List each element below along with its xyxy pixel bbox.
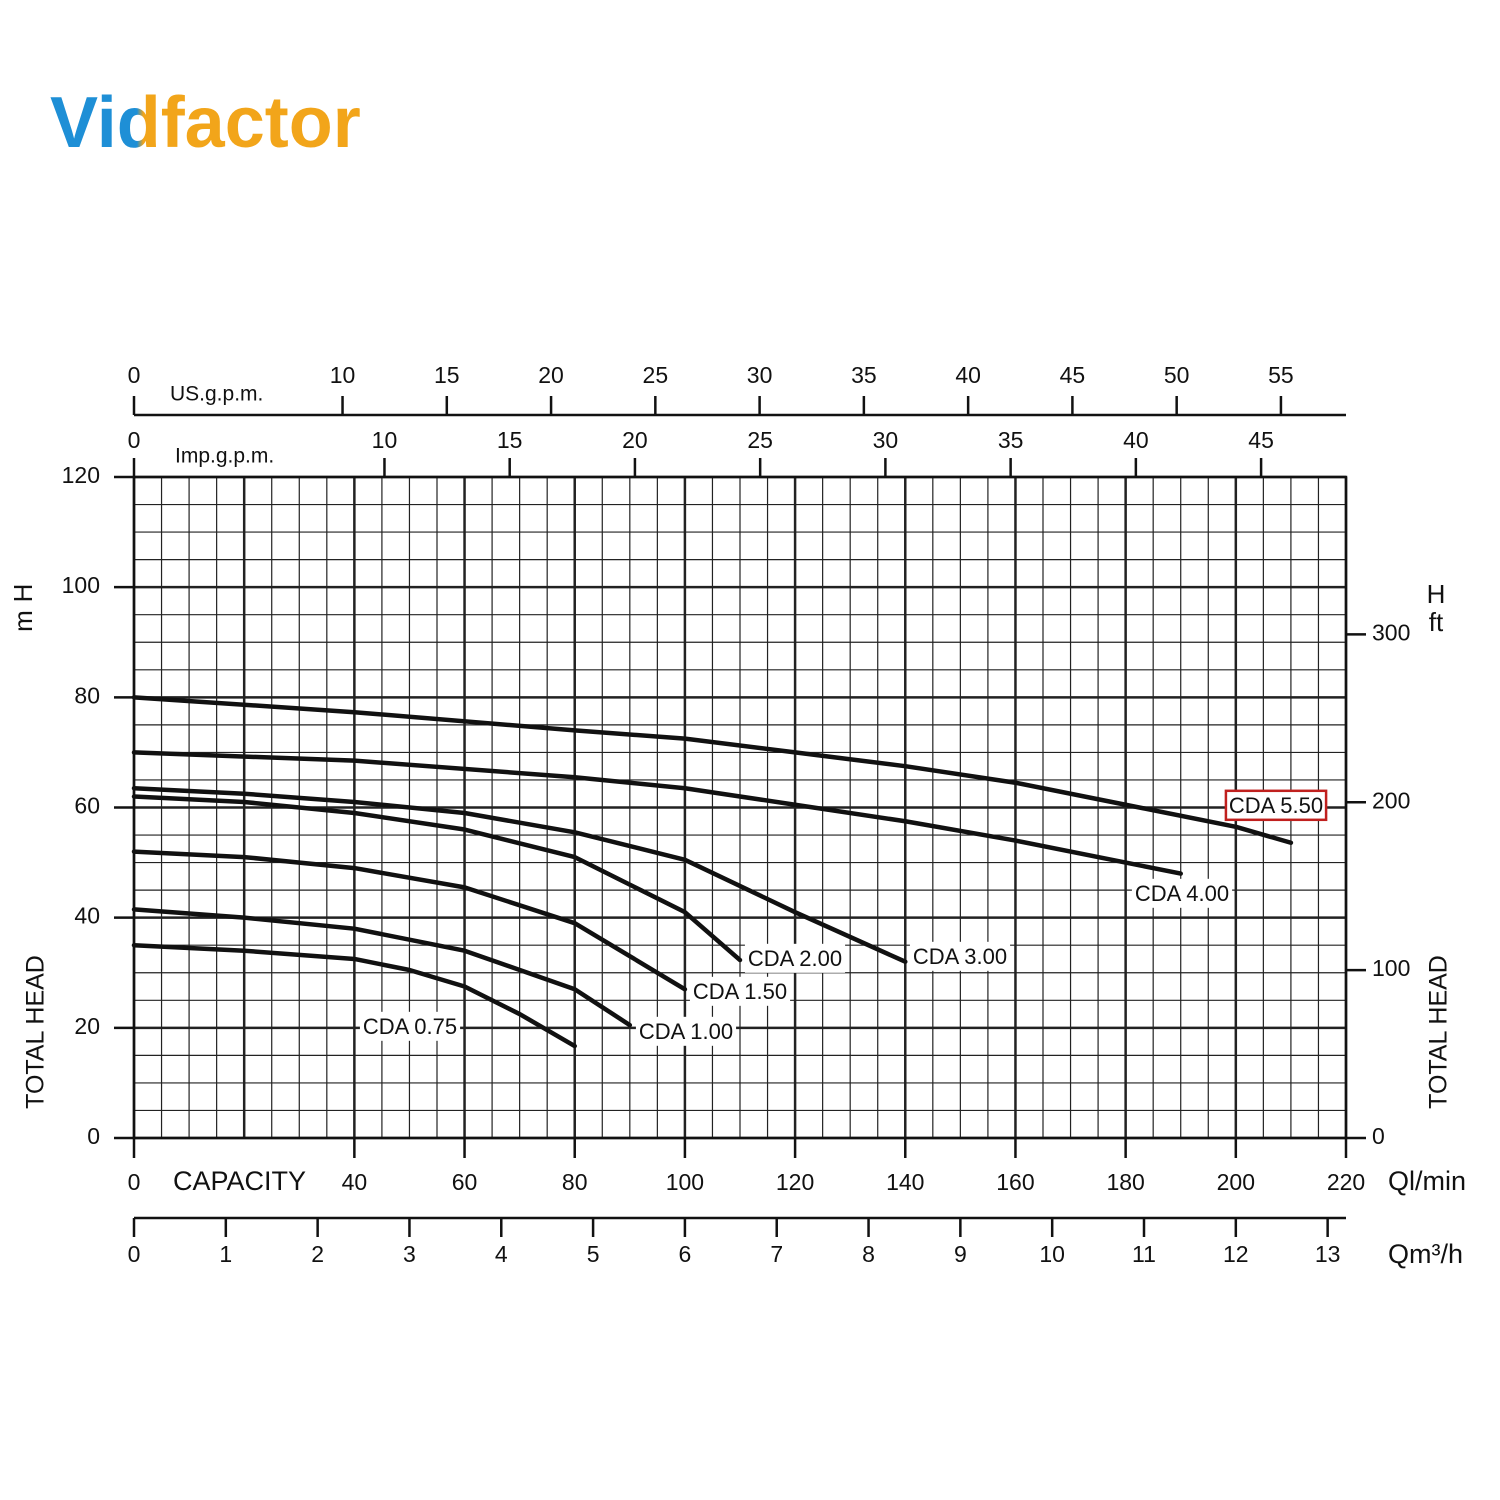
secondary-tick-label: 7 [770, 1241, 783, 1267]
secondary-tick-label: 40 [1123, 427, 1149, 453]
x-tick-label: 120 [776, 1169, 814, 1195]
y-unit-symbol: H [8, 584, 38, 603]
secondary-tick-label: 11 [1132, 1241, 1156, 1267]
series-label: CDA 1.00 [639, 1019, 733, 1044]
secondary-tick-label: 10 [1039, 1241, 1065, 1267]
y2-unit-symbol: H [1427, 579, 1446, 609]
x-tick-label: 160 [996, 1169, 1034, 1195]
secondary-tick-label: 55 [1268, 362, 1294, 388]
secondary-axis-title: US.g.p.m. [170, 383, 263, 406]
secondary-tick-label: 13 [1315, 1241, 1341, 1267]
secondary-tick-label: 8 [862, 1241, 875, 1267]
secondary-tick-label: 12 [1223, 1241, 1249, 1267]
y-tick-label: 60 [74, 793, 100, 819]
x-tick-label: 140 [886, 1169, 924, 1195]
y2-tick-label: 200 [1372, 787, 1410, 813]
secondary-tick-label: 6 [679, 1241, 692, 1267]
secondary-tick-label: 1 [219, 1241, 232, 1267]
secondary-tick-label: 25 [643, 362, 669, 388]
label-background [359, 1011, 461, 1041]
label-background [635, 1016, 737, 1046]
y-tick-label: 0 [87, 1123, 100, 1149]
series-label: CDA 4.00 [1135, 881, 1229, 906]
secondary-tick-label: 45 [1060, 362, 1086, 388]
curve [131, 750, 1183, 876]
logo: Vidfactor [50, 83, 361, 163]
y-tick-label: 80 [74, 682, 100, 708]
series-label: CDA 0.75 [363, 1014, 457, 1039]
x-axis-title: CAPACITY [173, 1166, 306, 1196]
x-tick-label: 200 [1217, 1169, 1255, 1195]
secondary-tick-label: 0 [128, 427, 141, 453]
curve [131, 695, 1294, 846]
secondary-tick-label: 25 [747, 427, 773, 453]
x-tick-label: 60 [452, 1169, 478, 1195]
secondary-tick-label: 10 [372, 427, 398, 453]
secondary-axis-title: Imp.g.p.m. [175, 445, 274, 468]
label-background [909, 941, 1011, 971]
secondary-tick-label: 10 [330, 362, 356, 388]
curve [131, 794, 743, 963]
curve [131, 907, 633, 1028]
secondary-tick-label: 3 [403, 1241, 416, 1267]
curve [131, 849, 688, 992]
y2-tick-label: 300 [1372, 619, 1410, 645]
secondary-tick-label: 15 [497, 427, 523, 453]
secondary-tick-label: 30 [747, 362, 773, 388]
y-tick-label: 20 [74, 1013, 100, 1039]
secondary-tick-label: 15 [434, 362, 460, 388]
secondary-tick-label: 2 [311, 1241, 324, 1267]
x-tick-label: 180 [1106, 1169, 1144, 1195]
curve [131, 942, 577, 1049]
x-tick-label: 220 [1327, 1169, 1365, 1195]
series-label: CDA 2.00 [748, 946, 842, 971]
x-tick-label: 40 [342, 1169, 368, 1195]
series-label: CDA 3.00 [913, 944, 1007, 969]
y-tick-label: 120 [62, 462, 100, 488]
label-background [689, 976, 791, 1006]
label-background [744, 943, 846, 973]
secondary-tick-label: 20 [622, 427, 648, 453]
secondary-tick-label: 50 [1164, 362, 1190, 388]
y2-unit: ft [1429, 607, 1444, 637]
secondary-tick-label: 0 [128, 1241, 141, 1267]
y-axis-title: TOTAL HEAD [22, 955, 50, 1109]
secondary-tick-label: 30 [873, 427, 899, 453]
secondary-tick-label: 35 [998, 427, 1024, 453]
secondary-tick-label: 0 [128, 362, 141, 388]
y-tick-label: 100 [62, 572, 100, 598]
y-unit: m [8, 610, 38, 632]
curve [131, 785, 908, 964]
secondary-tick-label: 9 [954, 1241, 967, 1267]
secondary-tick-label: 45 [1248, 427, 1274, 453]
x-tick-label: 0 [128, 1169, 141, 1195]
label-background [1131, 878, 1233, 908]
secondary-tick-label: 40 [955, 362, 981, 388]
secondary-tick-label: 5 [587, 1241, 600, 1267]
secondary-tick-label: 4 [495, 1241, 508, 1267]
series-label: CDA 5.50 [1229, 793, 1323, 818]
y2-axis-title: TOTAL HEAD [1425, 955, 1453, 1109]
label-background [1224, 789, 1328, 822]
secondary-tick-label: 35 [851, 362, 877, 388]
series-label: CDA 1.50 [693, 979, 787, 1004]
x-axis-unit: Ql/min [1388, 1166, 1466, 1196]
x-tick-label: 100 [666, 1169, 704, 1195]
y2-tick-label: 100 [1372, 955, 1410, 981]
x-tick-label: 80 [562, 1169, 588, 1195]
y2-tick-label: 0 [1372, 1123, 1385, 1149]
secondary-axis-title: Qm³/h [1388, 1239, 1463, 1269]
y-tick-label: 40 [74, 903, 100, 929]
secondary-tick-label: 20 [538, 362, 564, 388]
